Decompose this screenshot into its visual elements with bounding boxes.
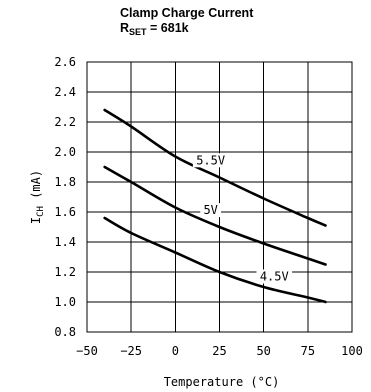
series-label-5-5v: 5.5V	[196, 153, 225, 167]
series-label-background	[200, 203, 222, 218]
x-tick-label: 75	[301, 344, 315, 358]
series-label-background	[256, 269, 293, 284]
x-tick-label: 25	[212, 344, 226, 358]
y-tick-label: 1.4	[54, 235, 76, 249]
series-line-5v	[103, 165, 327, 266]
y-tick-label: 2.2	[54, 115, 76, 129]
y-axis-label-main: I	[29, 217, 43, 224]
x-axis-label: Temperature (°C)	[164, 375, 280, 389]
y-tick-label: 1.0	[54, 295, 76, 309]
y-tick-label: 2.0	[54, 145, 76, 159]
title-r-subscript: SET	[129, 27, 147, 37]
title-r-symbol: R	[120, 21, 129, 35]
y-tick-labels: 0.8 1.0 1.2 1.4 1.6 1.8 2.0 2.2 2.4 2.6	[54, 55, 76, 339]
series-label-5v: 5V	[203, 203, 217, 217]
series-label-4-5v: 4.5V	[260, 270, 289, 284]
chart-title-line2: RSET = 681k	[120, 21, 189, 37]
chart-title-line1: Clamp Charge Current	[120, 6, 254, 20]
grid	[87, 62, 352, 332]
series-labels: 5.5V 5V 4.5V	[192, 153, 293, 284]
x-tick-label: −50	[76, 344, 98, 358]
y-axis-label-unit: (mA)	[29, 170, 43, 206]
y-tick-label: 2.6	[54, 55, 76, 69]
y-axis-label-sub: CH	[36, 206, 46, 217]
y-tick-label: 2.4	[54, 85, 76, 99]
series-label-background	[192, 153, 229, 168]
series-line-5-5v	[103, 108, 327, 227]
series-line-4-5v	[103, 216, 327, 304]
x-tick-label: −25	[120, 344, 142, 358]
y-tick-label: 1.8	[54, 175, 76, 189]
y-tick-label: 0.8	[54, 325, 76, 339]
x-tick-label: 50	[256, 344, 270, 358]
y-axis-label: ICH (mA)	[29, 170, 46, 224]
plot-frame	[86, 61, 353, 333]
y-tick-label: 1.2	[54, 265, 76, 279]
x-tick-label: 0	[172, 344, 179, 358]
y-tick-label: 1.6	[54, 205, 76, 219]
series-lines	[103, 108, 327, 304]
x-tick-label: 100	[341, 344, 363, 358]
title-r-value: = 681k	[147, 21, 189, 35]
x-tick-labels: −50 −25 0 25 50 75 100	[76, 344, 363, 358]
